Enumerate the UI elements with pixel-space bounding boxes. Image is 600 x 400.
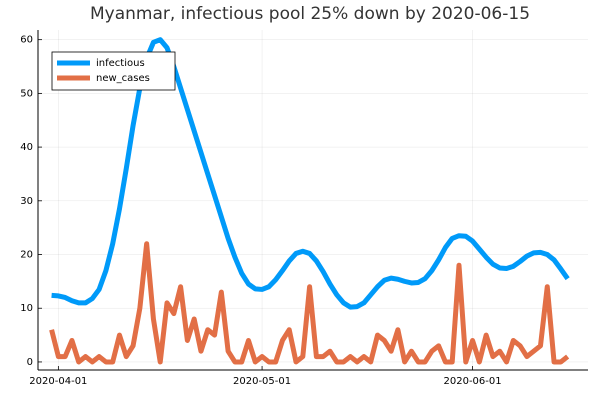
x-tick-label: 2020-06-01: [444, 376, 502, 387]
legend-label: infectious: [96, 58, 145, 69]
x-tick-label: 2020-04-01: [29, 376, 87, 387]
y-tick-label: 30: [20, 196, 33, 207]
y-tick-label: 0: [27, 357, 33, 368]
y-tick-label: 50: [20, 88, 33, 99]
series-line: [51, 37, 570, 310]
series-line: [49, 241, 570, 365]
legend: infectious new_cases: [51, 51, 176, 91]
chart-title: Myanmar, infectious pool 25% down by 202…: [90, 4, 530, 24]
legend-label: new_cases: [96, 73, 150, 84]
y-tick-label: 60: [20, 35, 33, 46]
y-tick-label: 20: [20, 250, 33, 261]
y-tick-label: 10: [20, 303, 33, 314]
x-tick-label: 2020-05-01: [233, 376, 291, 387]
legend-box: [51, 51, 176, 91]
y-tick-label: 40: [20, 142, 33, 153]
